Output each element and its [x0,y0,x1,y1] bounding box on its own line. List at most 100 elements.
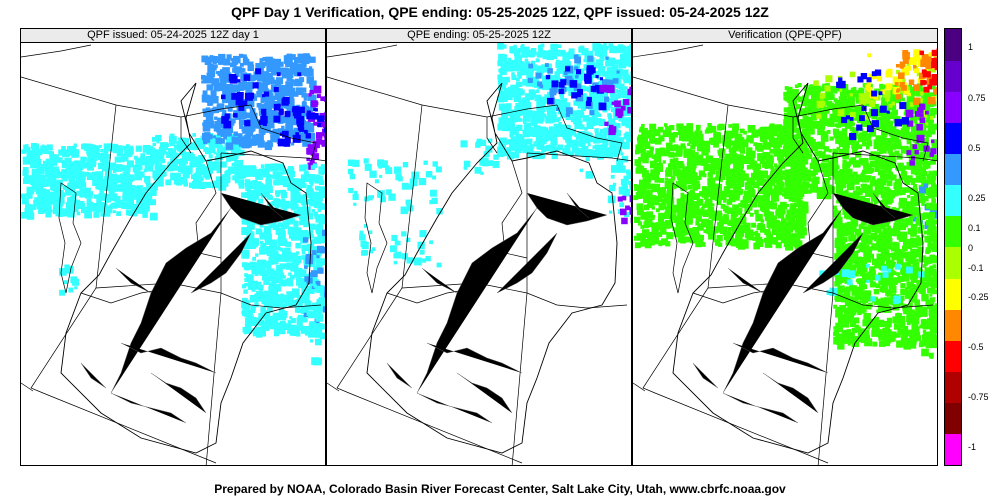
precip-cell [872,153,880,161]
precip-cell [98,193,106,201]
river [386,362,413,389]
river [456,372,513,414]
precip-cell [773,139,777,143]
precip-cell [599,84,607,93]
precip-cell [132,204,137,210]
precip-cell [33,149,39,154]
verification-map [633,44,937,465]
precip-cell [255,68,262,75]
precip-cell [658,216,665,223]
precip-cell [499,137,507,145]
precip-cell [640,225,645,229]
precip-cell [717,124,721,128]
precip-cell [912,135,919,142]
precip-cell [523,65,530,72]
precip-cell [585,171,594,179]
precip-cell [646,150,654,158]
precip-cell [692,163,697,168]
precip-cell [782,187,786,192]
precip-cell [374,179,379,184]
precip-cell [152,149,160,157]
precip-cell [149,212,158,221]
precip-cell [165,179,172,186]
precip-cell [679,163,685,169]
precip-cell [645,144,651,149]
precip-cell [257,186,263,192]
precip-cell [545,80,552,87]
precip-cell [594,120,598,124]
precip-cell [117,145,123,151]
precip-cell [313,284,317,288]
state-boundary [336,104,523,464]
precip-cell [288,168,294,175]
precip-cell [557,44,562,49]
precip-cell [912,177,917,182]
precip-cell [709,174,713,178]
precip-cell [714,136,722,144]
precip-cell [235,159,244,168]
precip-cell [259,270,264,276]
precip-cell [242,297,248,304]
precip-cell [661,238,668,246]
precip-cell [573,54,579,59]
precip-cell [546,86,551,91]
precip-cell [874,88,882,96]
precip-cell [526,71,534,79]
precip-cell [683,167,689,172]
precip-cell [548,49,556,58]
precip-cell [319,179,325,185]
precip-cell [702,211,709,218]
precip-cell [254,73,258,78]
precip-cell [751,160,757,165]
precip-cell [752,231,756,236]
precip-cell [521,48,527,53]
precip-cell [584,73,592,82]
precip-cell [310,100,318,108]
precip-cell [907,86,914,93]
precip-cell [121,184,126,189]
precip-cell [241,112,247,118]
precip-cell [753,129,760,136]
precip-cell [556,76,561,81]
precip-cell [709,138,715,144]
precip-cell [650,216,655,220]
precip-cell [896,178,902,184]
precip-cell [270,115,274,119]
precip-cell [266,110,272,116]
precip-cell [31,152,39,160]
precip-cell [855,105,860,110]
precip-cell [226,138,232,145]
precip-cell [602,79,609,86]
precip-cell [610,96,618,105]
precip-cell [244,179,251,185]
precip-cell [540,137,547,144]
precip-cell [734,195,740,201]
precip-cell [649,132,656,139]
precip-cell [573,116,582,125]
precip-cell [605,147,613,155]
precip-cell [742,199,749,206]
precip-cell [539,84,544,89]
river [115,267,152,294]
precip-cell [657,126,664,133]
precip-cell [604,121,609,126]
precip-cell [783,97,787,101]
precip-cell [649,123,657,131]
precip-cell [586,96,592,103]
precip-cell [268,224,272,228]
precip-cell [246,315,254,323]
precip-cell [676,229,684,238]
precip-cell [678,170,683,175]
precip-cell [279,279,287,287]
precip-cell [99,190,104,195]
precip-cell [634,242,641,249]
precip-cell [284,279,292,286]
precip-cell [778,214,782,218]
precip-cell [278,108,284,114]
precip-cell [246,187,251,192]
precip-cell [773,137,777,142]
precip-cell [642,229,650,237]
precip-cell [289,102,293,107]
precip-cell [242,127,249,134]
precip-cell [625,75,631,80]
